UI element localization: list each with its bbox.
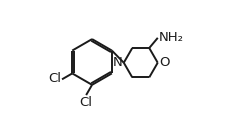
Text: NH₂: NH₂ (159, 31, 183, 44)
Text: O: O (159, 56, 169, 69)
Text: Cl: Cl (48, 72, 61, 85)
Text: N: N (113, 56, 123, 69)
Text: Cl: Cl (79, 96, 92, 109)
